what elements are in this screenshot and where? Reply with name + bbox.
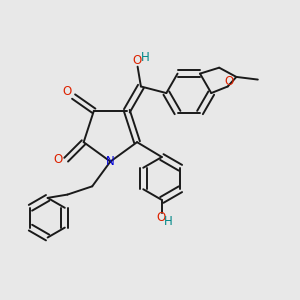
- Text: O: O: [53, 153, 62, 166]
- Text: H: H: [164, 215, 173, 228]
- Text: O: O: [62, 85, 72, 98]
- Text: H: H: [140, 51, 149, 64]
- Text: O: O: [224, 75, 234, 88]
- Text: O: O: [156, 211, 166, 224]
- Text: O: O: [132, 54, 142, 67]
- Text: N: N: [106, 155, 115, 168]
